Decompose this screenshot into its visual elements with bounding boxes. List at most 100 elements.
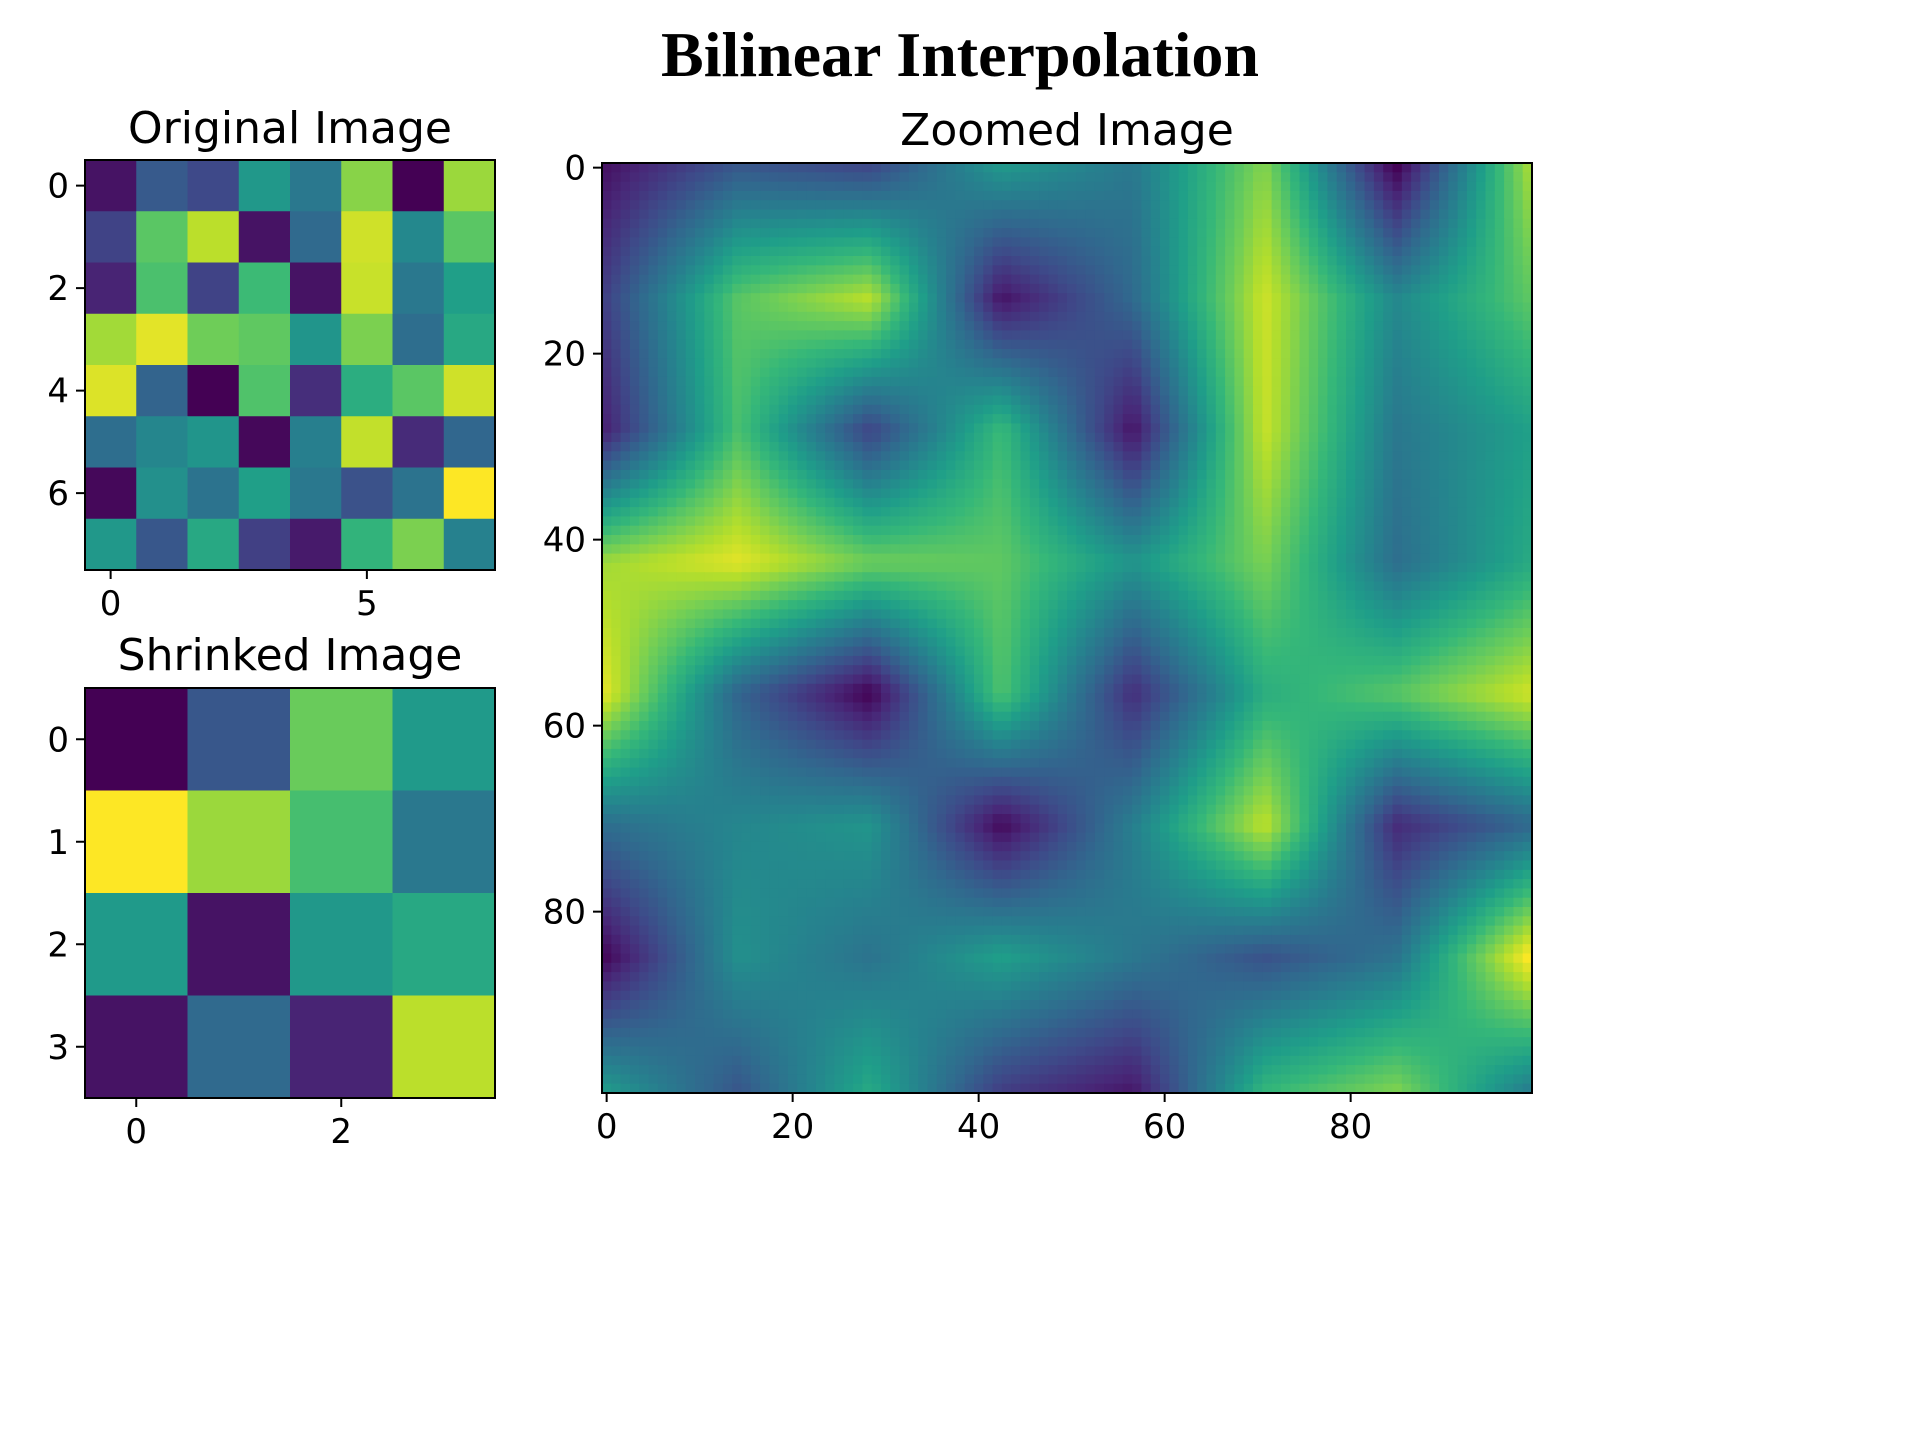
zoomed-cell xyxy=(1336,609,1347,620)
zoomed-cell xyxy=(992,302,1003,313)
zoomed-cell xyxy=(1104,442,1115,452)
zoomed-cell xyxy=(629,237,640,248)
zoomed-cell xyxy=(1122,572,1133,583)
zoomed-cell xyxy=(983,172,994,183)
zoomed-cell xyxy=(620,358,631,369)
zoomed-cell xyxy=(1160,172,1170,183)
zoomed-cell xyxy=(1132,330,1142,341)
zoomed-cell xyxy=(639,367,650,378)
zoomed-cell xyxy=(1169,507,1180,517)
zoomed-cell xyxy=(862,330,873,341)
zoomed-cell xyxy=(1253,228,1263,238)
zoomed-cell xyxy=(1476,256,1487,266)
zoomed-cell xyxy=(1280,386,1291,397)
zoomed-cell xyxy=(815,246,826,257)
zoomed-cell xyxy=(1299,451,1310,462)
zoomed-cell xyxy=(1020,609,1031,620)
zoomed-cell xyxy=(732,367,743,378)
zoomed-cell xyxy=(620,395,631,406)
zoomed-cell xyxy=(1411,469,1421,480)
zoomed-cell xyxy=(676,190,687,201)
zoomed-cell xyxy=(769,311,780,322)
zoomed-cell xyxy=(1457,311,1468,322)
zoomed-cell xyxy=(778,349,789,359)
zoomed-cell xyxy=(1271,293,1282,304)
zoomed-cell xyxy=(1308,581,1319,592)
zoomed-cell xyxy=(704,590,715,601)
zoomed-cell xyxy=(1067,395,1077,406)
zoomed-cell xyxy=(1094,544,1105,555)
zoomed-cell xyxy=(1029,451,1040,462)
zoomed-cell xyxy=(620,209,631,220)
zoomed-cell xyxy=(797,302,808,313)
zoomed-cell xyxy=(1494,572,1505,583)
zoomed-cell xyxy=(1001,218,1012,229)
zoomed-cell xyxy=(1169,516,1180,527)
zoomed-cell xyxy=(1178,414,1189,424)
zoomed-cell xyxy=(1494,553,1505,564)
zoomed-cell xyxy=(843,516,854,527)
zoomed-cell xyxy=(1485,386,1496,397)
zoomed-cell xyxy=(927,311,938,322)
zoomed-cell xyxy=(1020,386,1031,397)
zoomed-cell xyxy=(843,246,854,257)
zoomed-cell xyxy=(964,562,975,573)
zoomed-cell xyxy=(1401,330,1412,341)
zoomed-cell xyxy=(685,469,696,480)
zoomed-cell xyxy=(676,460,687,471)
zoomed-cell xyxy=(1271,600,1282,610)
zoomed-cell xyxy=(843,181,854,192)
zoomed-cell xyxy=(788,507,798,517)
zoomed-cell xyxy=(1234,209,1245,220)
zoomed-cell xyxy=(1364,246,1375,257)
original-frame xyxy=(84,159,496,571)
zoomed-cell xyxy=(1262,274,1273,285)
zoomed-cell xyxy=(713,228,724,238)
zoomed-cell xyxy=(1513,432,1524,443)
zoomed-cell xyxy=(936,274,947,285)
zoomed-cell xyxy=(676,293,687,304)
zoomed-cell xyxy=(1076,311,1087,322)
zoomed-cell xyxy=(918,516,929,527)
zoomed-cell xyxy=(871,395,882,406)
zoomed-cell xyxy=(1206,414,1217,424)
zoomed-cell xyxy=(1253,283,1263,294)
zoomed-cell xyxy=(806,516,817,527)
zoomed-cell xyxy=(918,163,929,173)
zoomed-cell xyxy=(722,404,733,415)
zoomed-cell xyxy=(918,228,929,238)
shrinked-cell xyxy=(290,893,394,997)
zoomed-cell xyxy=(778,274,789,285)
zoomed-cell xyxy=(1280,367,1291,378)
zoomed-cell xyxy=(1187,376,1198,387)
zoomed-cell xyxy=(936,293,947,304)
zoomed-cell xyxy=(1215,163,1226,173)
zoomed-cell xyxy=(992,246,1003,257)
zoomed-cell xyxy=(1336,237,1347,248)
zoomed-cell xyxy=(1262,209,1273,220)
zoomed-cell xyxy=(834,581,845,592)
original-cell xyxy=(136,416,189,469)
zoomed-cell xyxy=(639,479,650,490)
zoomed-cell xyxy=(769,228,780,238)
zoomed-cell xyxy=(1253,590,1263,601)
zoomed-cell xyxy=(1132,590,1142,601)
zoomed-cell xyxy=(1141,311,1152,322)
zoomed-cell xyxy=(1290,190,1301,201)
zoomed-cell xyxy=(946,581,956,592)
zoomed-cell xyxy=(974,414,984,424)
zoomed-cell xyxy=(1271,311,1282,322)
zoomed-cell xyxy=(806,562,817,573)
zoomed-cell xyxy=(1355,190,1366,201)
zoomed-cell xyxy=(946,376,956,387)
zoomed-cell xyxy=(881,553,891,564)
zoomed-cell xyxy=(750,293,761,304)
zoomed-cell xyxy=(1401,190,1412,201)
zoomed-cell xyxy=(946,349,956,359)
zoomed-cell xyxy=(1504,218,1514,229)
zoomed-cell xyxy=(1318,497,1328,508)
zoomed-cell xyxy=(611,395,622,406)
zoomed-cell xyxy=(1132,535,1142,545)
zoomed-cell xyxy=(1132,562,1142,573)
zoomed-cell xyxy=(1280,414,1291,424)
